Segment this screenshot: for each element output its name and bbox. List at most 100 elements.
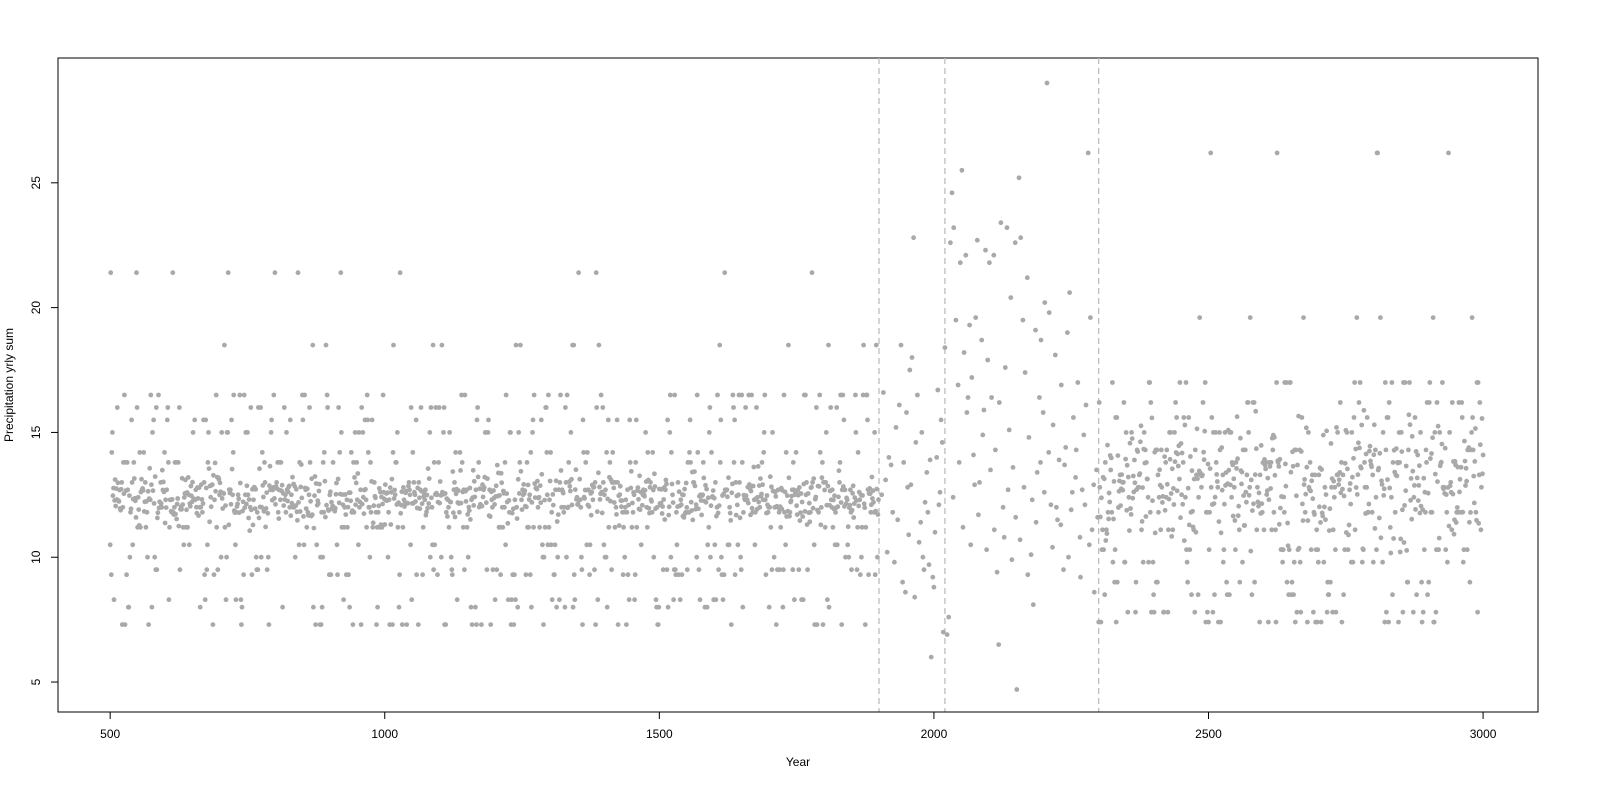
- data-point: [564, 554, 569, 560]
- data-point: [346, 572, 351, 578]
- data-point: [1160, 500, 1165, 505]
- data-point: [582, 496, 587, 501]
- data-point: [1435, 423, 1441, 429]
- data-point: [163, 497, 169, 503]
- data-point: [1065, 330, 1070, 335]
- data-point: [1324, 428, 1329, 434]
- data-point: [860, 493, 865, 498]
- data-point: [1398, 430, 1404, 435]
- data-point: [376, 503, 382, 509]
- data-point: [856, 503, 862, 509]
- data-point: [1247, 484, 1253, 490]
- data-point: [603, 487, 608, 493]
- data-point: [904, 410, 909, 415]
- data-point: [1210, 609, 1216, 615]
- data-point: [1205, 461, 1211, 467]
- data-point: [1233, 547, 1238, 553]
- data-point: [167, 524, 172, 530]
- data-point: [1259, 509, 1265, 515]
- data-point: [1301, 315, 1306, 320]
- data-point: [158, 501, 164, 506]
- data-point: [407, 492, 413, 498]
- data-point: [530, 417, 536, 423]
- data-point: [1110, 380, 1115, 385]
- data-point: [1467, 579, 1473, 585]
- data-point: [1089, 527, 1095, 533]
- data-point: [912, 594, 918, 600]
- data-point: [1402, 380, 1408, 385]
- data-point: [1232, 518, 1238, 523]
- data-point: [137, 450, 143, 455]
- data-point: [308, 498, 313, 504]
- data-point: [1281, 509, 1287, 515]
- data-point: [1415, 498, 1421, 503]
- data-point: [111, 597, 117, 603]
- data-point: [1274, 380, 1279, 385]
- data-point: [230, 492, 236, 498]
- data-point: [185, 524, 191, 530]
- data-point: [817, 450, 823, 455]
- data-point: [445, 514, 450, 519]
- data-point: [635, 485, 641, 490]
- data-point: [290, 474, 295, 480]
- data-point: [727, 504, 732, 510]
- data-point: [524, 504, 529, 510]
- data-point: [642, 493, 647, 499]
- data-point: [1304, 464, 1310, 470]
- data-point: [1022, 370, 1028, 375]
- y-tick-label: 15: [29, 425, 43, 439]
- data-point: [1154, 447, 1160, 453]
- data-point: [1293, 447, 1299, 453]
- data-point: [615, 622, 621, 627]
- data-point: [1171, 486, 1176, 491]
- data-point: [1121, 400, 1127, 405]
- data-point: [353, 502, 358, 508]
- data-point: [930, 574, 936, 580]
- data-point: [367, 554, 373, 560]
- data-point: [819, 475, 825, 481]
- data-point: [743, 493, 749, 499]
- data-point: [185, 475, 191, 480]
- data-point: [594, 509, 600, 515]
- data-point: [1009, 557, 1015, 563]
- data-point: [492, 597, 498, 603]
- data-point: [515, 604, 521, 610]
- data-point: [949, 190, 955, 196]
- data-point: [922, 499, 928, 505]
- data-point: [671, 597, 676, 603]
- data-point: [628, 485, 634, 491]
- data-point: [550, 502, 556, 508]
- data-point: [391, 342, 396, 348]
- data-point: [862, 622, 868, 627]
- data-point: [1314, 619, 1320, 625]
- data-point: [1215, 484, 1221, 490]
- data-point: [1308, 488, 1313, 494]
- data-point: [1259, 501, 1265, 507]
- data-point: [758, 476, 763, 481]
- data-point: [1230, 513, 1236, 519]
- data-point: [690, 517, 696, 523]
- data-point: [584, 542, 590, 548]
- y-axis-title: Precipitation yrly sum: [2, 328, 16, 442]
- data-point: [596, 470, 601, 476]
- data-point: [1375, 150, 1380, 156]
- data-point: [848, 487, 853, 493]
- data-point: [1000, 504, 1006, 510]
- data-point: [321, 509, 327, 515]
- data-point: [713, 480, 718, 485]
- data-point: [876, 497, 881, 503]
- data-point: [786, 342, 791, 348]
- data-point: [578, 504, 584, 510]
- data-point: [1099, 495, 1104, 501]
- data-point: [1280, 547, 1286, 553]
- data-point: [310, 342, 316, 348]
- data-point: [968, 542, 974, 548]
- data-point: [523, 572, 529, 578]
- data-point: [174, 516, 180, 522]
- data-point: [689, 508, 695, 513]
- data-point: [1272, 434, 1277, 440]
- data-point: [1137, 471, 1143, 476]
- data-point: [613, 504, 619, 510]
- data-point: [620, 572, 626, 578]
- data-point: [798, 491, 804, 496]
